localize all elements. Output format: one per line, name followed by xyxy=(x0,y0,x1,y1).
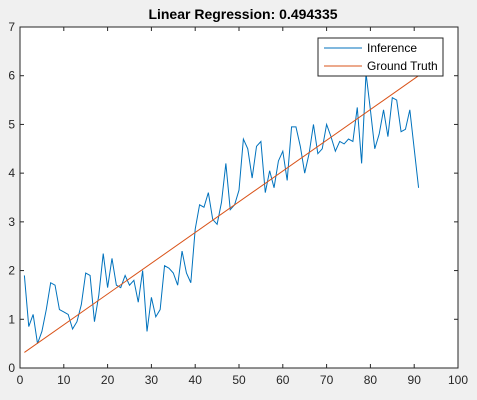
series-line-ground-truth xyxy=(24,75,419,353)
x-tick-label: 40 xyxy=(189,373,203,387)
x-tick-label: 0 xyxy=(17,373,24,387)
y-tick-label: 7 xyxy=(8,20,15,34)
x-tick-label: 30 xyxy=(145,373,159,387)
y-tick-label: 3 xyxy=(8,215,15,229)
series-line-inference xyxy=(23,73,420,344)
y-tick-label: 6 xyxy=(8,69,15,83)
legend: Inference Ground Truth xyxy=(317,37,444,77)
x-tick-label: 60 xyxy=(276,373,290,387)
x-tick-label: 20 xyxy=(101,373,115,387)
y-tick-label: 2 xyxy=(8,264,15,278)
y-tick-label: 1 xyxy=(8,312,15,326)
x-tick-label: 90 xyxy=(408,373,422,387)
legend-label-inference: Inference xyxy=(367,41,417,55)
legend-box xyxy=(317,37,444,77)
x-tick-label: 100 xyxy=(448,373,468,387)
legend-label-ground-truth: Ground Truth xyxy=(367,59,438,73)
x-tick-label: 10 xyxy=(57,373,71,387)
x-tick-label: 50 xyxy=(232,373,246,387)
x-tick-label: 70 xyxy=(320,373,334,387)
series-layer xyxy=(23,73,420,353)
x-tick-label: 80 xyxy=(364,373,378,387)
axes-background xyxy=(20,27,458,368)
chart-title: Linear Regression: 0.494335 xyxy=(148,6,337,22)
y-tick-label: 4 xyxy=(8,166,15,180)
y-tick-label: 0 xyxy=(8,361,15,375)
ticks-layer: 0 10 20 30 40 50 60 70 80 90 100 0 1 2 3 4 5 6 7 xyxy=(8,20,468,387)
plot-area: 0 10 20 30 40 50 60 70 80 90 100 0 1 2 3 4 5 6 7 xyxy=(8,20,468,387)
y-tick-label: 5 xyxy=(8,117,15,131)
